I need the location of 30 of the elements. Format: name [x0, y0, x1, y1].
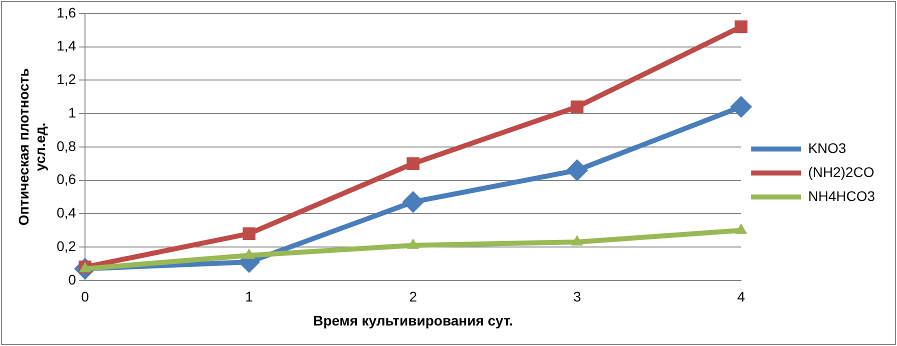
- y-tick-label: 1: [68, 104, 76, 120]
- y-tick-label: 0,8: [56, 138, 76, 154]
- point: [570, 100, 584, 114]
- point: [402, 190, 424, 213]
- x-tick-label: 4: [737, 288, 746, 305]
- y-tick-label: 0: [68, 271, 76, 288]
- y-axis-title: Оптическая плотность усл.ед.: [15, 68, 48, 226]
- point: [407, 238, 420, 249]
- x-tick-label: 3: [573, 288, 582, 305]
- point: [571, 235, 584, 246]
- x-tick-label: 0: [81, 288, 90, 305]
- point: [406, 157, 420, 170]
- y-tick-label: 0,2: [56, 238, 76, 254]
- point: [243, 248, 256, 259]
- point: [734, 20, 748, 34]
- y-tick-label: 0,4: [56, 204, 76, 221]
- x-axis-title: Время культивирования сут.: [313, 312, 514, 328]
- point: [735, 223, 748, 234]
- point: [242, 227, 256, 240]
- legend-label: KNO3: [808, 140, 846, 156]
- legend-label: (NH2)2CO: [808, 164, 874, 180]
- x-tick-label: 2: [409, 288, 418, 305]
- point: [566, 159, 588, 182]
- x-tick-label: 1: [245, 288, 254, 305]
- y-tick-label: 0,6: [56, 171, 76, 188]
- y-tick-label: 1,2: [56, 71, 76, 88]
- point: [730, 96, 752, 118]
- y-tick-label: 1,6: [56, 4, 76, 20]
- legend-label: NH4HCO3: [808, 188, 876, 204]
- y-tick-label: 1,4: [56, 38, 76, 54]
